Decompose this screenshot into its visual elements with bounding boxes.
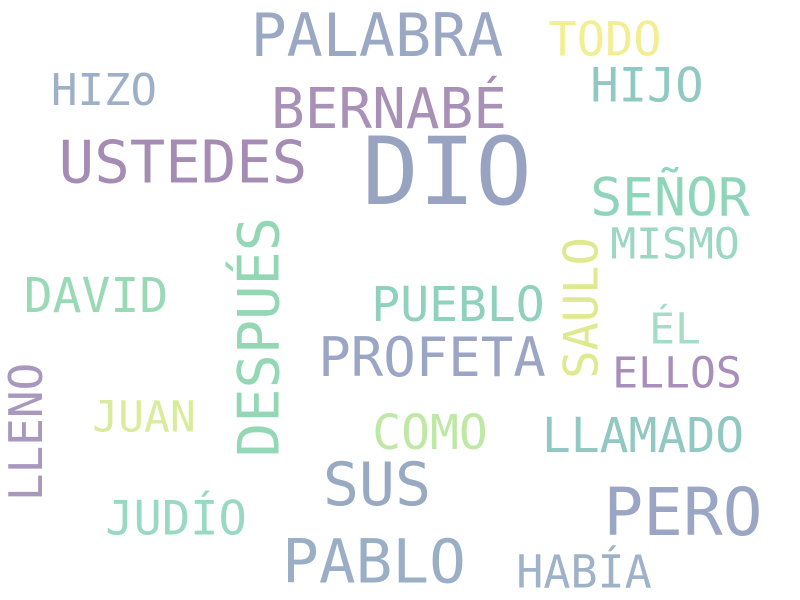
word-palabra: PALABRA (250, 1, 504, 71)
word-pueblo: PUEBLO (371, 277, 545, 333)
word-juan: JUAN (92, 392, 196, 443)
word-todo: TODO (548, 12, 662, 68)
word-sus: SUS (322, 450, 432, 520)
word-dio: DIO (362, 118, 532, 227)
word-judio: JUDÍO (105, 491, 247, 547)
word-habia: HABÍA (516, 545, 652, 599)
word-pero: PERO (603, 474, 763, 551)
word-pablo: PABLO (282, 526, 466, 598)
word-lleno: LLENO (0, 362, 53, 502)
word-ellos: ELLOS (612, 348, 742, 399)
word-bernabe: BERNABÉ (270, 77, 508, 142)
word-hijo: HIJO (590, 58, 704, 114)
word-senor: SEÑOR (590, 167, 750, 229)
word-llamado: LLAMADO (541, 408, 745, 464)
word-hizo: HIZO (51, 65, 157, 116)
word-saulo: SAULO (554, 237, 610, 379)
word-ustedes: USTEDES (58, 127, 308, 197)
word-el: ÉL (649, 304, 701, 355)
word-despues: DESPUÉS (226, 216, 293, 458)
word-profeta: PROFETA (318, 326, 546, 389)
word-david: DAVID (23, 268, 169, 324)
word-mismo: MISMO (610, 219, 740, 270)
word-como: COMO (372, 405, 488, 461)
